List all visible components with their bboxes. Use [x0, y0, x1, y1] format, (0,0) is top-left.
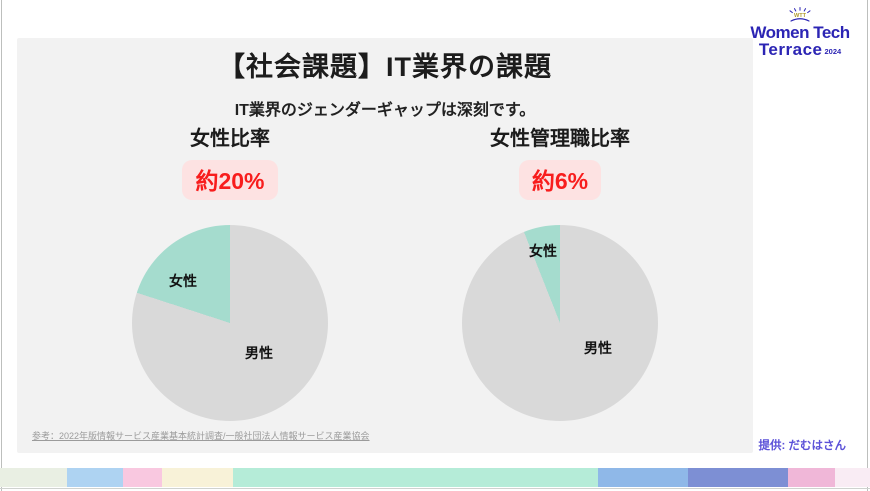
pie-slice-label-female: 女性: [529, 243, 557, 259]
pie-slice-label-male: 男性: [584, 340, 612, 356]
highlight-badge-6pct: 約6%: [518, 160, 602, 200]
logo-text-line1: Women Tech: [750, 23, 850, 42]
svg-text:WTT: WTT: [794, 13, 807, 19]
window-right-border: [867, 0, 868, 491]
decorative-wallpaper-strip: [0, 468, 870, 487]
chart-section-female-manager-ratio: 女性管理職比率 約6% 女性 男性: [410, 122, 710, 421]
chart-title-female-ratio: 女性比率: [190, 128, 270, 150]
credit-link[interactable]: 提供: だむはさん: [758, 440, 846, 452]
highlight-badge-20pct: 約20%: [182, 160, 278, 200]
window-left-border: [1, 0, 2, 491]
slide-title: 【社会課題】IT業界の課題: [218, 52, 552, 82]
wtt-terrace-icon: WTT: [789, 7, 811, 22]
logo-terrace-text: Terrace: [758, 40, 823, 60]
chart-title-female-manager-ratio: 女性管理職比率: [490, 128, 630, 150]
pie-chart-female-manager-ratio: 女性 男性: [462, 225, 658, 421]
slide-subtitle: IT業界のジェンダーギャップは深刻です。: [234, 102, 536, 119]
chart-section-female-ratio: 女性比率 約20% 女性 男性: [80, 122, 380, 421]
source-reference-link[interactable]: 参考：2022年版情報サービス産業基本統計調査/一般社団法人情報サービス産業協会: [32, 431, 370, 441]
pie-slice-label-male: 男性: [245, 345, 273, 361]
window-bottom-border: [0, 488, 870, 489]
pie-slice-label-female: 女性: [169, 273, 197, 289]
logo-year: 2024: [824, 47, 842, 57]
slide-card: 【社会課題】IT業界の課題 IT業界のジェンダーギャップは深刻です。 女性比率 …: [17, 38, 753, 453]
women-tech-terrace-logo: WTT Women Tech Terrace 2024: [739, 7, 861, 59]
logo-text-line2: Terrace 2024: [739, 41, 861, 58]
pie-chart-female-ratio: 女性 男性: [132, 225, 328, 421]
